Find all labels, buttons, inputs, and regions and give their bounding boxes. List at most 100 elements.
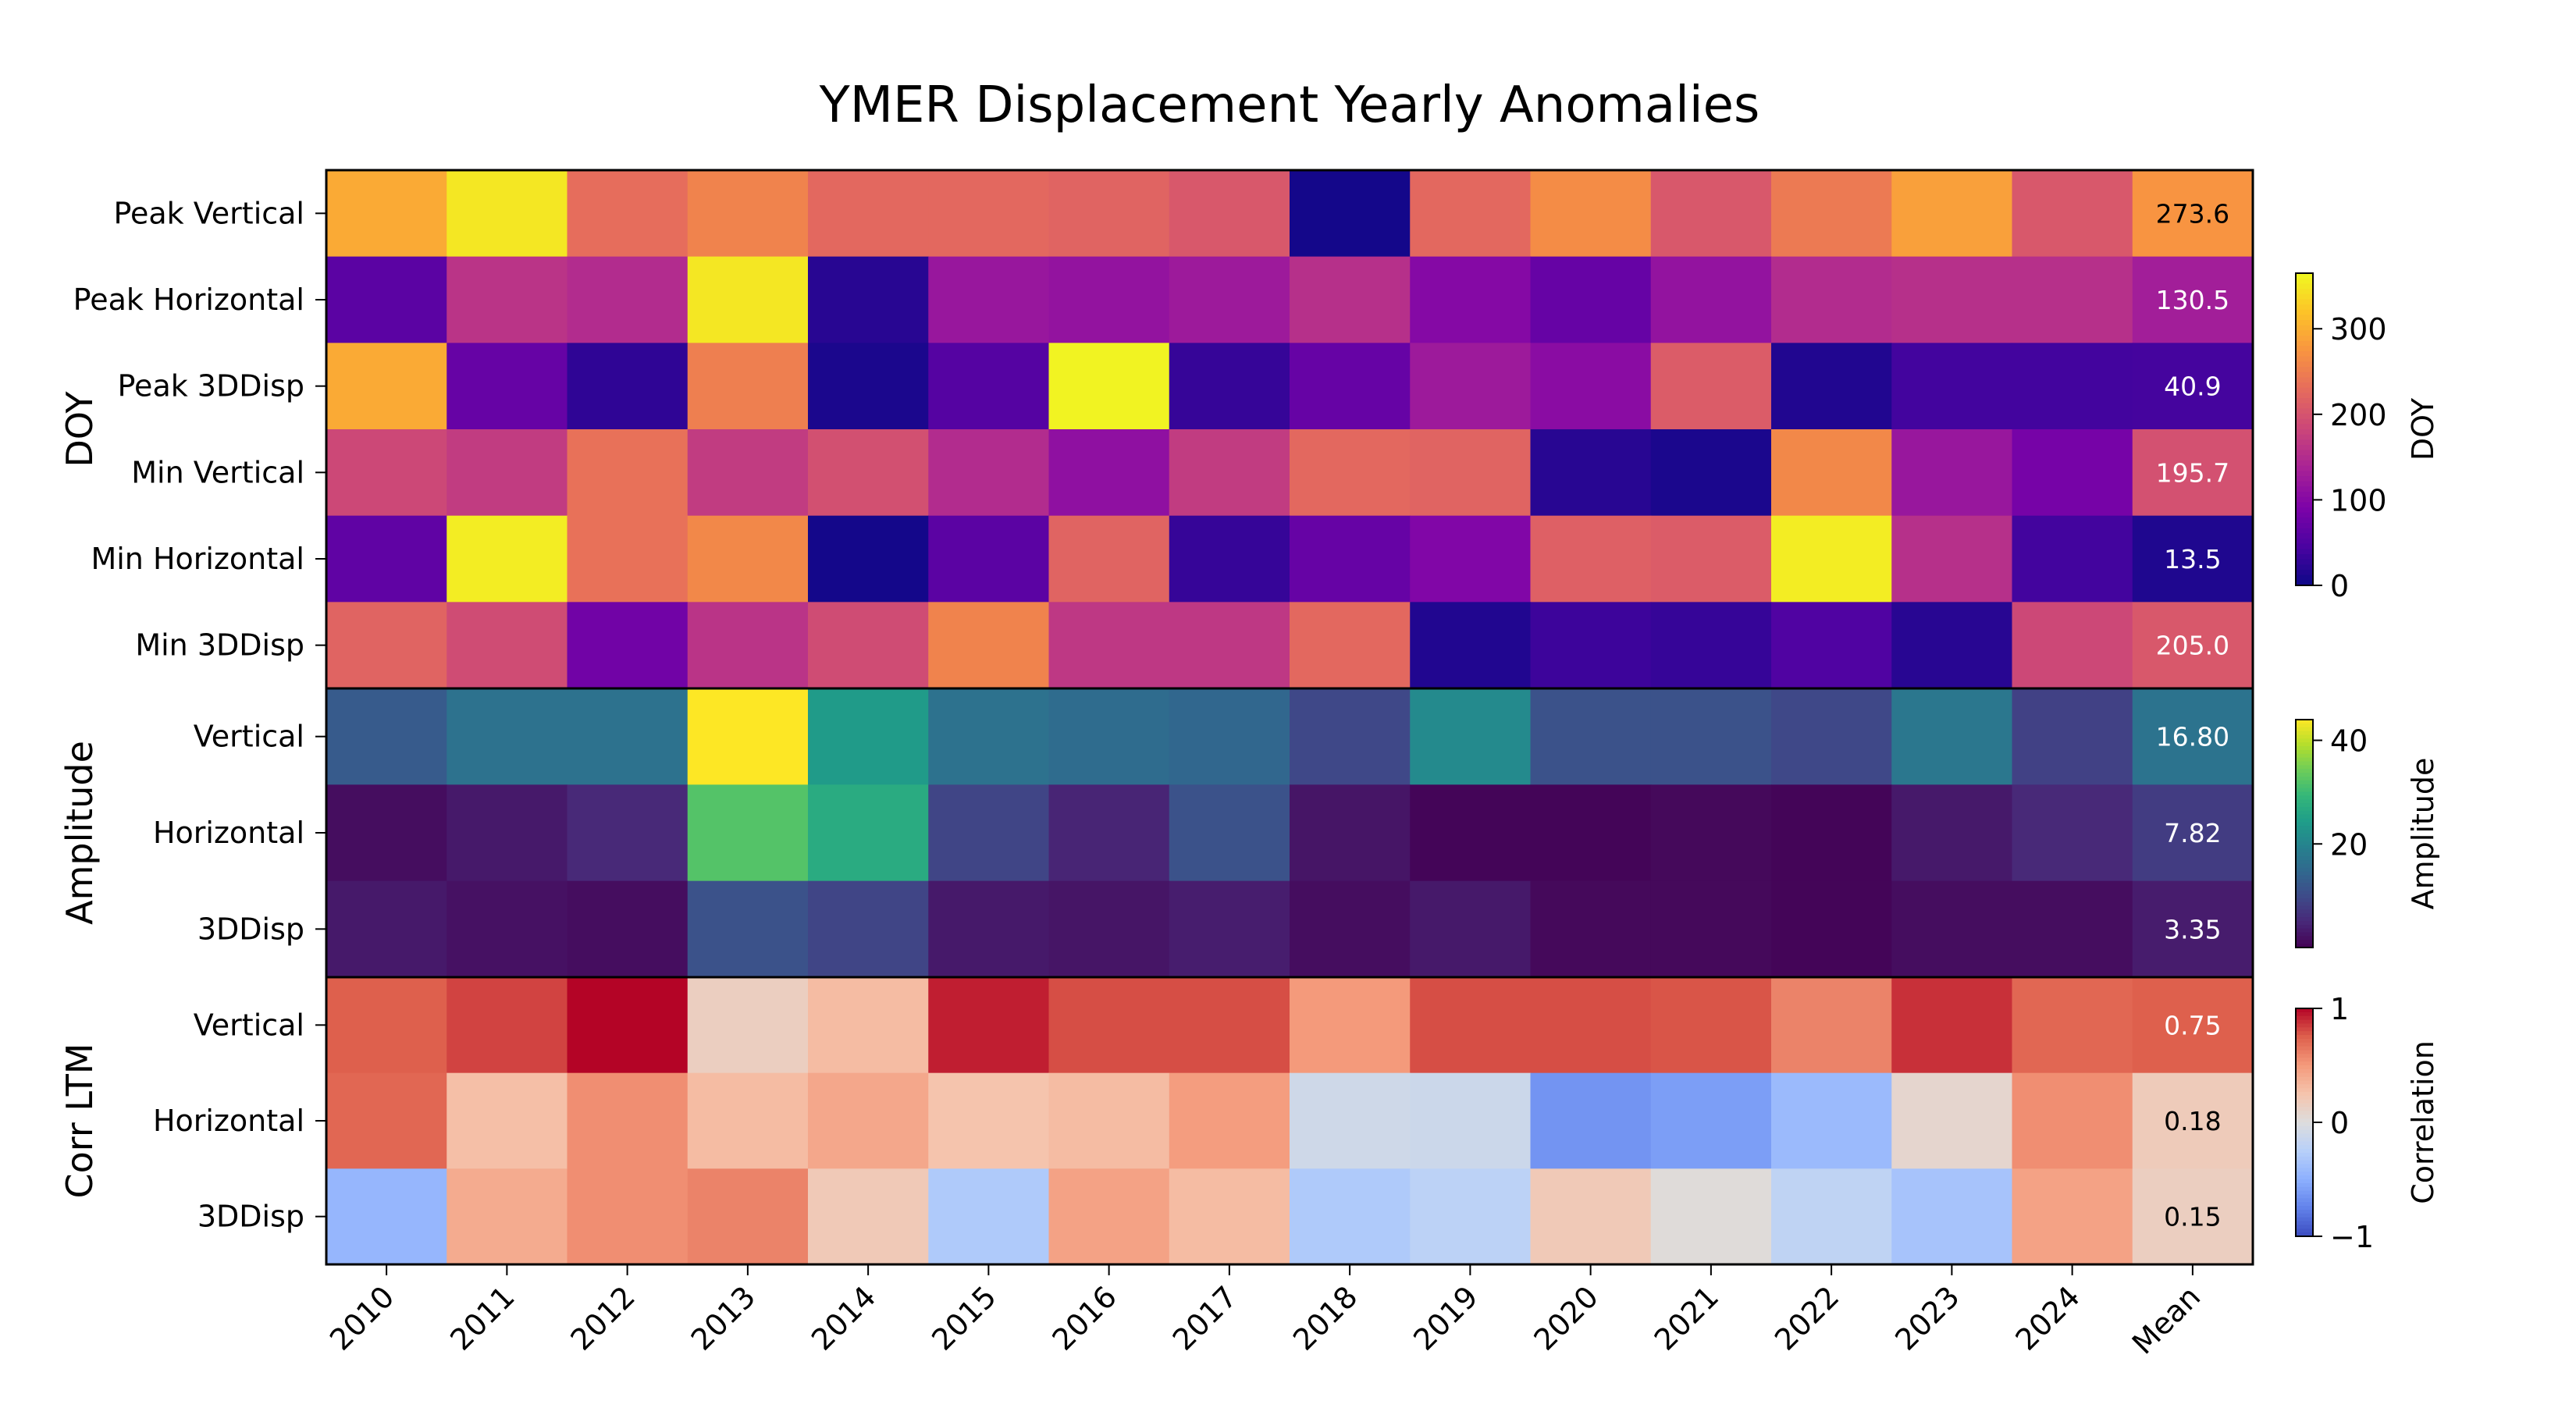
y-tick-label: Vertical bbox=[194, 1008, 304, 1042]
heatmap-cell bbox=[447, 1072, 568, 1169]
heatmap-cell bbox=[687, 1072, 809, 1169]
heatmap-cell bbox=[2012, 688, 2133, 785]
heatmap-cell bbox=[1530, 688, 1652, 785]
colorbar-gradient-step bbox=[2296, 928, 2313, 933]
y-tick-label: Peak Horizontal bbox=[73, 283, 304, 317]
colorbar-gradient-step bbox=[2296, 799, 2313, 804]
colorbar-gradient-step bbox=[2296, 1198, 2313, 1203]
colorbar-gradient-step bbox=[2296, 1221, 2313, 1226]
colorbar-gradient-step bbox=[2296, 1103, 2313, 1108]
heatmap-cell bbox=[447, 429, 568, 517]
colorbar-gradient-step bbox=[2296, 1095, 2313, 1100]
heatmap-cell bbox=[1048, 170, 1170, 258]
heatmap-cell bbox=[1410, 688, 1532, 785]
colorbar-gradient-step bbox=[2296, 901, 2313, 907]
heatmap-cell bbox=[1771, 1072, 1892, 1169]
heatmap-cell bbox=[1771, 880, 1892, 978]
colorbar-gradient-step bbox=[2296, 372, 2313, 379]
heatmap-cell bbox=[808, 1072, 929, 1169]
heatmap-cell bbox=[1169, 1168, 1290, 1265]
heatmap-cell bbox=[1771, 170, 1892, 258]
x-tick-label: 2019 bbox=[1407, 1279, 1485, 1357]
colorbar-gradient-step bbox=[2296, 1160, 2313, 1165]
heatmap-cell bbox=[1169, 170, 1290, 258]
heatmap-cell bbox=[326, 977, 447, 1074]
colorbar-gradient-step bbox=[2296, 382, 2313, 389]
heatmap-cell bbox=[1410, 256, 1532, 343]
colorbar-gradient-step bbox=[2296, 574, 2313, 581]
colorbar-gradient-step bbox=[2296, 1084, 2313, 1089]
colorbar-gradient-step bbox=[2296, 920, 2313, 926]
colorbar-gradient-step bbox=[2296, 543, 2313, 550]
colorbar-gradient-step bbox=[2296, 1172, 2313, 1176]
x-tick-label: 2022 bbox=[1768, 1279, 1846, 1357]
colorbar-gradient-step bbox=[2296, 749, 2313, 755]
colorbar-gradient-step bbox=[2296, 387, 2313, 394]
heatmap-cell bbox=[2132, 515, 2254, 603]
heatmap-cell bbox=[2012, 1072, 2133, 1169]
colorbar-gradient-step bbox=[2296, 1129, 2313, 1135]
heatmap-cell bbox=[928, 343, 1050, 430]
colorbar-frame bbox=[2295, 719, 2314, 948]
colorbar-gradient-step bbox=[2296, 445, 2313, 451]
heatmap-cell bbox=[928, 784, 1050, 882]
colorbar-gradient-step bbox=[2296, 1038, 2313, 1044]
y-tick-label: Peak 3DDisp bbox=[118, 369, 305, 404]
colorbar-gradient-step bbox=[2296, 924, 2313, 930]
colorbar-gradient-step bbox=[2296, 803, 2313, 808]
colorbar-gradient-step bbox=[2296, 1145, 2313, 1150]
colorbar-1: 20 40 Amplitude bbox=[2295, 719, 2440, 948]
x-tick-label: 2018 bbox=[1286, 1279, 1364, 1357]
heatmap-cell bbox=[1410, 784, 1532, 882]
mean-value-label: 40.9 bbox=[2164, 372, 2221, 402]
heatmap-cell bbox=[2132, 784, 2254, 882]
colorbar-gradient-step bbox=[2296, 476, 2313, 482]
x-tick-label: 2021 bbox=[1648, 1279, 1726, 1357]
heatmap-cell bbox=[1410, 170, 1532, 258]
mean-value-label: 13.5 bbox=[2164, 544, 2221, 574]
colorbar-gradient-step bbox=[2296, 788, 2313, 793]
heatmap-cell bbox=[1410, 602, 1532, 689]
heatmap-cell bbox=[447, 343, 568, 430]
heatmap-cell bbox=[2132, 602, 2254, 689]
heatmap-cell bbox=[928, 688, 1050, 785]
colorbar-label: DOY bbox=[2406, 397, 2440, 460]
colorbar-gradient-step bbox=[2296, 570, 2313, 576]
heatmap-cell bbox=[808, 515, 929, 603]
heatmap-cell bbox=[1891, 1072, 2013, 1169]
heatmap-cell bbox=[1169, 784, 1290, 882]
colorbar-gradient-step bbox=[2296, 299, 2313, 305]
heatmap-cell bbox=[567, 343, 688, 430]
colorbar-gradient-step bbox=[2296, 898, 2313, 903]
colorbar-gradient-step bbox=[2296, 791, 2313, 797]
colorbar-gradient-step bbox=[2296, 367, 2313, 373]
heatmap-cell bbox=[1530, 880, 1652, 978]
heatmap-cell bbox=[1530, 343, 1652, 430]
mean-value-label: 3.35 bbox=[2164, 914, 2221, 944]
heatmap-cell bbox=[687, 784, 809, 882]
colorbar-tick-label: 300 bbox=[2330, 312, 2387, 347]
colorbar-gradient-step bbox=[2296, 398, 2313, 404]
mean-value-label: 16.80 bbox=[2156, 722, 2229, 752]
heatmap-cell bbox=[1891, 170, 2013, 258]
heatmap-cell bbox=[1169, 1072, 1290, 1169]
colorbar-gradient-step bbox=[2296, 1023, 2313, 1029]
heatmap-cell bbox=[808, 880, 929, 978]
colorbar-label: Amplitude bbox=[2406, 758, 2440, 910]
heatmap-cell bbox=[687, 429, 809, 517]
heatmap-cell bbox=[1290, 256, 1411, 343]
heatmap-cell bbox=[2132, 1072, 2254, 1169]
heatmap-cell bbox=[1891, 880, 2013, 978]
colorbar-gradient-step bbox=[2296, 734, 2313, 740]
colorbar-0: 0 100 200 300 DOY bbox=[2295, 272, 2440, 603]
heatmap-cell bbox=[1650, 256, 1772, 343]
colorbar-gradient-step bbox=[2296, 909, 2313, 914]
colorbar-gradient-step bbox=[2296, 871, 2313, 876]
heatmap-cell bbox=[1048, 784, 1170, 882]
colorbar-gradient-step bbox=[2296, 564, 2313, 571]
colorbar-gradient-step bbox=[2296, 450, 2313, 457]
colorbar-gradient-step bbox=[2296, 539, 2313, 545]
x-tick-label: 2012 bbox=[564, 1279, 642, 1357]
heatmap-cell bbox=[2132, 977, 2254, 1074]
heatmap-cell bbox=[2132, 343, 2254, 430]
